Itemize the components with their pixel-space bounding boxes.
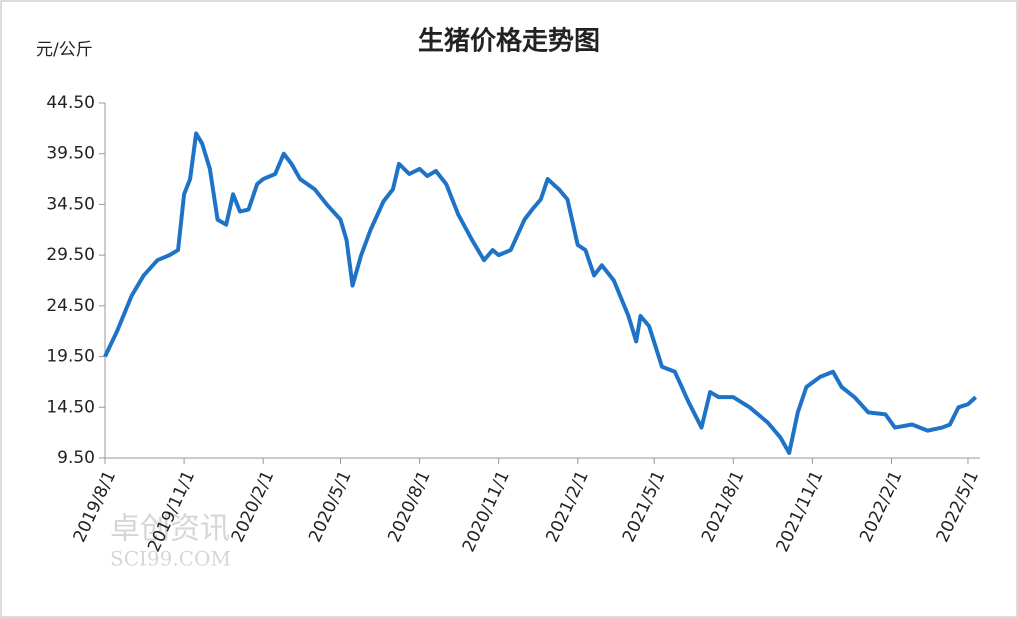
- y-tick-label: 14.50: [46, 397, 95, 417]
- watermark: 卓创资讯: [110, 512, 230, 547]
- y-tick-label: 39.50: [46, 144, 95, 164]
- chart-title: 生猪价格走势图: [418, 26, 600, 57]
- line: [103, 131, 978, 455]
- y-tick-label: 9.50: [57, 448, 95, 468]
- y-tick-label: 44.50: [46, 93, 95, 113]
- y-axis-label: 元/公斤: [36, 40, 93, 60]
- y-tick-label: 19.50: [46, 347, 95, 367]
- y-tick-label: 24.50: [46, 296, 95, 316]
- y-tick-label: 29.50: [46, 245, 95, 265]
- y-tick-label: 34.50: [46, 194, 95, 214]
- watermark: SCI99.COM: [110, 547, 231, 571]
